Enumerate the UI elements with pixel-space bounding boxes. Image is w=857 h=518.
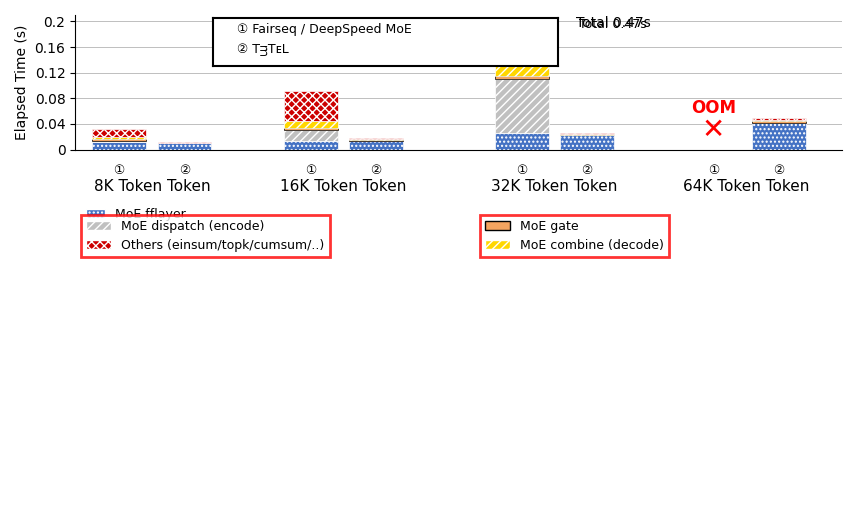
Bar <box>752 121 806 123</box>
Y-axis label: Elapsed Time (s): Elapsed Time (s) <box>15 24 29 140</box>
Text: ②: ② <box>773 164 784 177</box>
Text: ①: ① <box>708 164 719 177</box>
Text: ①: ① <box>114 164 125 177</box>
Text: ①: ① <box>516 164 527 177</box>
Text: ✕: ✕ <box>702 116 725 145</box>
Bar <box>350 139 403 140</box>
Bar <box>495 25 548 37</box>
Bar <box>158 142 212 143</box>
Bar <box>560 133 614 134</box>
Bar <box>285 140 338 150</box>
Bar <box>285 91 338 121</box>
Bar <box>350 140 403 150</box>
Bar <box>495 134 548 150</box>
Bar <box>93 129 146 137</box>
Text: OOM: OOM <box>691 99 736 117</box>
Text: Total 0.47s: Total 0.47s <box>579 18 647 31</box>
Bar <box>93 139 146 140</box>
Bar <box>495 37 548 76</box>
Bar <box>158 143 212 150</box>
Text: ②: ② <box>581 164 593 177</box>
Text: Total 0.47s: Total 0.47s <box>576 17 650 31</box>
Bar <box>752 123 806 150</box>
Text: ①: ① <box>305 164 316 177</box>
Text: ②: ② <box>370 164 381 177</box>
Bar <box>752 118 806 120</box>
Bar <box>495 79 548 134</box>
Bar <box>93 140 146 142</box>
Bar <box>752 120 806 121</box>
Bar <box>495 76 548 79</box>
Bar <box>285 131 338 140</box>
Bar <box>93 142 146 150</box>
Bar <box>560 134 614 135</box>
Bar <box>93 137 146 139</box>
Bar <box>560 135 614 150</box>
Bar <box>285 121 338 128</box>
Bar <box>285 128 338 131</box>
Legend: MoE gate, MoE combine (decode): MoE gate, MoE combine (decode) <box>480 215 669 257</box>
Bar <box>350 138 403 139</box>
Text: ②: ② <box>179 164 190 177</box>
